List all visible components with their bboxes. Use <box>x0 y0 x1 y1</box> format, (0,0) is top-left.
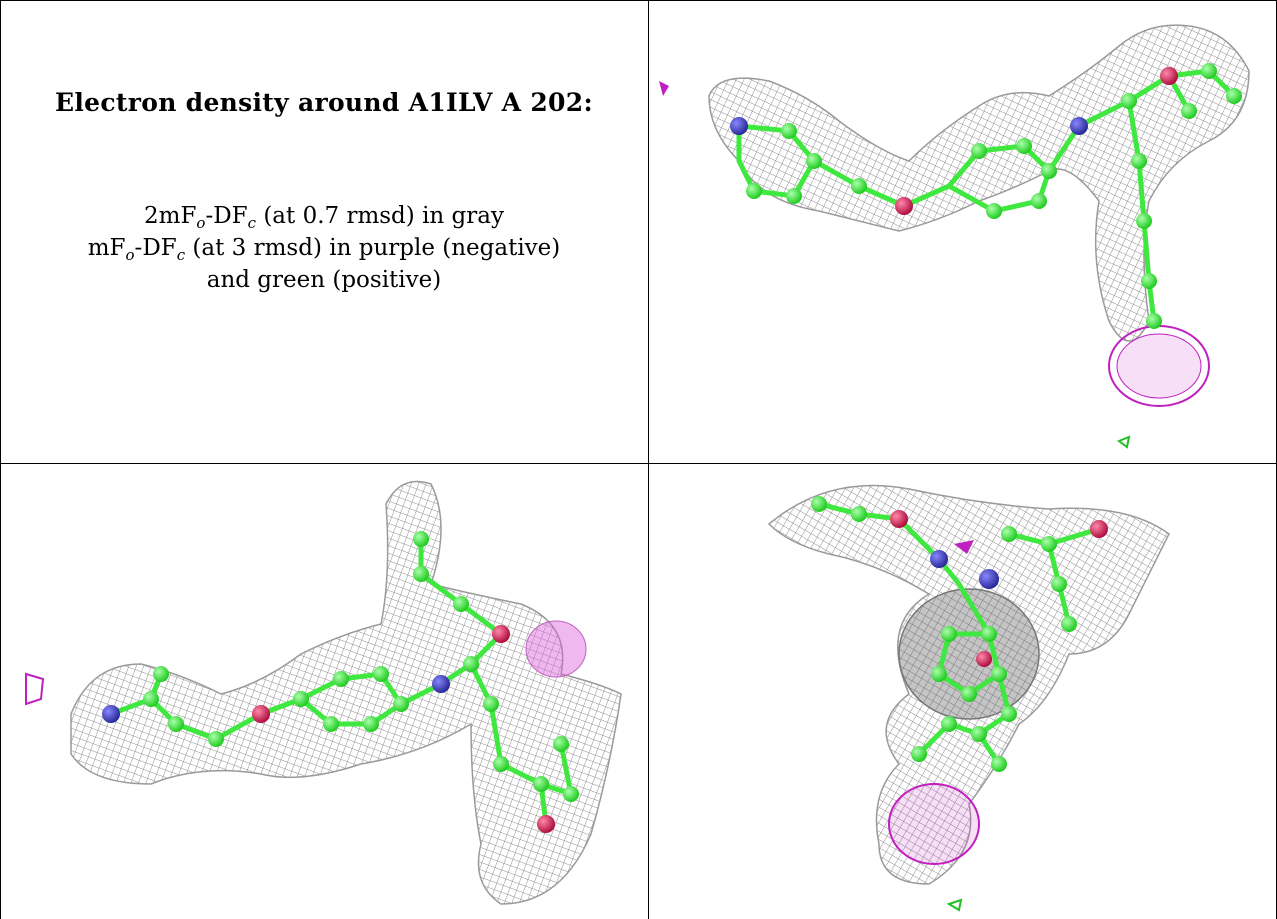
negative-density-speck <box>659 81 669 96</box>
molecule-atoms <box>811 496 1108 772</box>
table-divider-vertical <box>648 0 649 919</box>
negative-density-blob <box>888 783 980 865</box>
positive-density-speck <box>946 898 963 912</box>
figure-legend: 2mFo-DFc (at 0.7 rmsd) in gray mFo-DFc (… <box>0 200 648 296</box>
caption-cell: Electron density around A1ILV A 202: 2mF… <box>0 0 648 463</box>
molecule-atoms <box>730 63 1242 329</box>
density-render-top-right <box>659 24 1250 449</box>
legend-line-positive: and green (positive) <box>206 267 442 293</box>
negative-density-speck <box>954 540 974 554</box>
view-top-right <box>649 1 1276 463</box>
legend-line-gray: 2mFo-DFc (at 0.7 rmsd) in gray <box>144 203 504 232</box>
negative-density-blob <box>525 620 587 678</box>
legend-line-difference: mFo-DFc (at 3 rmsd) in purple (negative) <box>87 235 561 264</box>
table-divider-horizontal <box>0 463 1277 464</box>
view-bottom-left <box>1 464 648 919</box>
density-render-bottom-right <box>767 484 1170 912</box>
view-bottom-right <box>649 464 1276 919</box>
table-border-left <box>0 0 1 919</box>
gray-mesh-region <box>767 484 1170 885</box>
molecule-atoms <box>102 531 579 833</box>
gray-mesh-region <box>70 480 622 905</box>
density-render-bottom-left <box>25 480 622 905</box>
gray-mesh-region <box>708 24 1250 342</box>
positive-density-speck <box>1116 435 1131 449</box>
negative-density-speck <box>25 672 45 706</box>
figure-title: Electron density around A1ILV A 202: <box>55 88 593 117</box>
table-border-top <box>0 0 1277 1</box>
